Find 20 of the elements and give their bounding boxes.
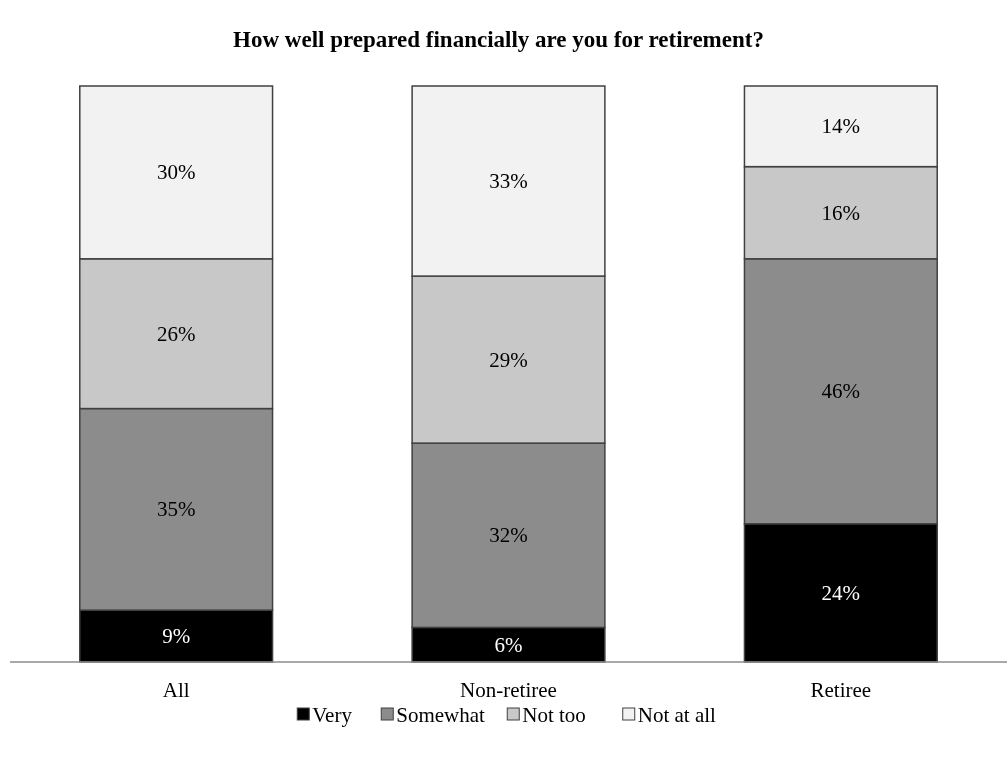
- x-tick-label: All: [162, 678, 190, 702]
- x-tick-label: Non-retiree: [460, 678, 557, 702]
- data-label: 24%: [821, 580, 861, 605]
- legend-label: Not too: [522, 703, 586, 727]
- data-label: 33%: [489, 169, 528, 194]
- data-label: 9%: [162, 624, 191, 649]
- chart-title: How well prepared financially are you for retirement?: [233, 27, 764, 52]
- legend-label: Very: [312, 703, 353, 727]
- legend-label: Somewhat: [396, 703, 486, 727]
- data-label: 32%: [489, 523, 528, 548]
- data-label: 16%: [821, 200, 861, 225]
- data-label: 26%: [156, 321, 196, 346]
- data-label: 6%: [494, 632, 523, 657]
- data-label: 35%: [156, 497, 196, 522]
- data-label: 14%: [821, 114, 861, 139]
- x-tick-label: Retiree: [810, 678, 872, 702]
- data-label: 46%: [821, 379, 861, 404]
- data-label: 30%: [156, 160, 196, 185]
- data-label: 29%: [489, 347, 528, 372]
- legend-label: Not at all: [637, 703, 717, 727]
